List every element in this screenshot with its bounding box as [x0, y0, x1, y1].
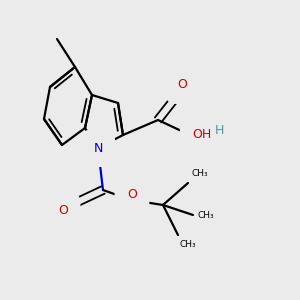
- Text: N: N: [93, 142, 103, 154]
- Text: CH₃: CH₃: [191, 169, 208, 178]
- Text: O: O: [177, 79, 187, 92]
- Text: O: O: [58, 203, 68, 217]
- Text: H: H: [215, 124, 224, 136]
- Text: OH: OH: [192, 128, 212, 142]
- Text: CH₃: CH₃: [198, 211, 214, 220]
- Text: CH₃: CH₃: [180, 240, 196, 249]
- Text: O: O: [127, 188, 137, 202]
